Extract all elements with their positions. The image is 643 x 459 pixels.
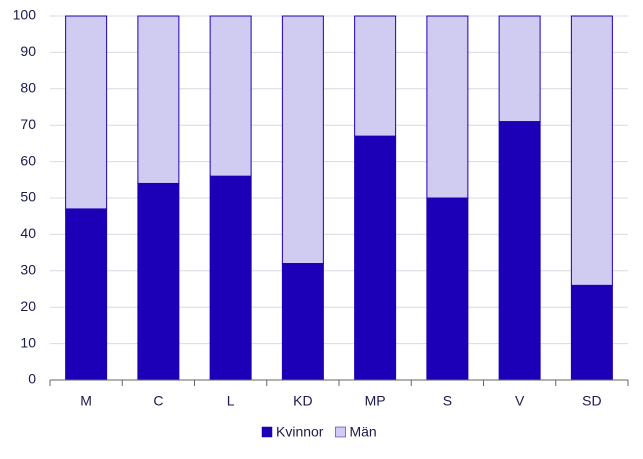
legend-swatch [335, 426, 346, 438]
x-tick-label: KD [293, 393, 312, 409]
legend-label: Kvinnor [276, 424, 324, 440]
y-tick-label: 0 [28, 371, 36, 387]
bar-segment [426, 15, 469, 199]
legend-swatch [261, 426, 273, 438]
x-tick-label: S [443, 393, 452, 409]
y-tick-label: 70 [20, 116, 36, 132]
x-tick-label: V [515, 393, 525, 409]
x-tick-label: C [153, 393, 163, 409]
bar-segment [570, 15, 613, 286]
x-tick-label: L [227, 393, 235, 409]
bar-segment [209, 175, 252, 381]
bar-segment [281, 15, 324, 265]
y-tick-label: 20 [20, 298, 36, 314]
bar-segment [498, 121, 541, 381]
y-tick-label: 10 [20, 334, 36, 350]
bar-segment [281, 263, 324, 381]
x-tick-label: SD [582, 393, 601, 409]
bar-segment [209, 15, 252, 177]
legend-label: Män [349, 424, 376, 440]
bar-segment [426, 197, 469, 381]
bar-segment [354, 135, 397, 381]
x-tick-label: MP [365, 393, 386, 409]
y-tick-label: 60 [20, 152, 36, 168]
bar-segment [137, 182, 180, 381]
bar-segment [65, 15, 108, 210]
y-tick-label: 80 [20, 80, 36, 96]
y-tick-label: 100 [13, 7, 37, 23]
bar-segment [137, 15, 180, 184]
bar-segment [498, 15, 541, 123]
y-tick-label: 30 [20, 262, 36, 278]
y-tick-label: 40 [20, 225, 36, 241]
bar-segment [354, 15, 397, 137]
bar-segment [570, 284, 613, 381]
y-tick-label: 50 [20, 189, 36, 205]
bar-segment [65, 208, 108, 381]
y-tick-label: 90 [20, 43, 36, 59]
x-tick-label: M [80, 393, 92, 409]
